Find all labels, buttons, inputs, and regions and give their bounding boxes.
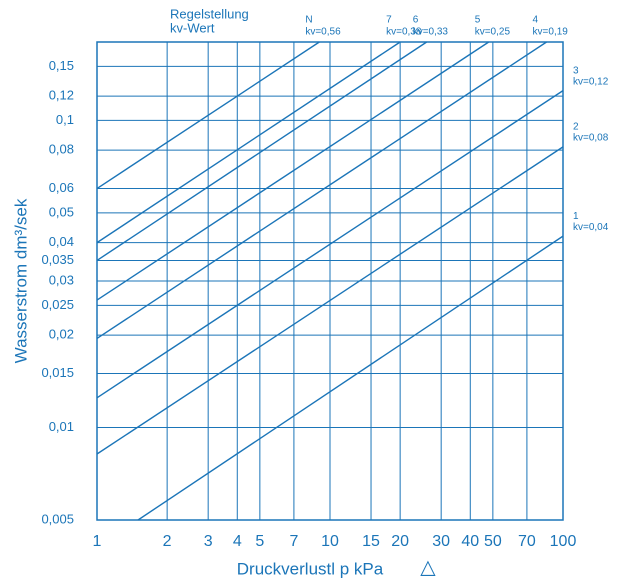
series-line — [96, 41, 401, 244]
series-line — [96, 41, 490, 301]
y-tick-label: 0,02 — [49, 327, 74, 342]
y-tick-label: 0,15 — [49, 58, 74, 73]
series-label: kv=0,12 — [573, 76, 609, 87]
x-tick-label: 20 — [391, 533, 409, 550]
series-line — [96, 41, 320, 190]
series-name: 5 — [475, 15, 481, 26]
x-tick-label: 2 — [163, 533, 172, 550]
series-name: 2 — [573, 122, 579, 133]
y-tick-label: 0,03 — [49, 272, 74, 287]
y-tick-label: 0,025 — [41, 297, 74, 312]
y-tick-label: 0,04 — [49, 234, 74, 249]
x-tick-label: 15 — [362, 533, 380, 550]
y-tick-label: 0,005 — [41, 511, 74, 526]
plot-frame — [96, 41, 564, 521]
x-axis-label: Druckverlustl p kPa — [237, 559, 384, 578]
y-tick-label: 0,12 — [49, 88, 74, 103]
series-label: kv=0,04 — [573, 222, 609, 233]
x-tick-label: 4 — [233, 533, 242, 550]
series-name: N — [305, 15, 312, 26]
series-name: 6 — [413, 15, 419, 26]
x-tick-label: 30 — [432, 533, 450, 550]
series-label: kv=0,08 — [573, 133, 609, 144]
series-name: 4 — [533, 15, 539, 26]
series-line — [96, 41, 428, 262]
x-axis-symbol: △ — [420, 556, 436, 578]
legend-title: kv-Wert — [170, 20, 215, 35]
x-tick-label: 10 — [321, 533, 339, 550]
x-tick-label: 40 — [461, 533, 479, 550]
series-label: kv=0,25 — [475, 27, 511, 38]
series-line — [96, 90, 564, 399]
legend-title: Regelstellung — [170, 6, 249, 21]
y-tick-label: 0,05 — [49, 204, 74, 219]
y-tick-label: 0,06 — [49, 180, 74, 195]
series-label: kv=0,38 — [386, 27, 422, 38]
y-tick-label: 0,01 — [49, 419, 74, 434]
x-tick-label: 7 — [289, 533, 298, 550]
series-name: 3 — [573, 65, 579, 76]
series-label: kv=0,19 — [533, 27, 569, 38]
series-line — [96, 146, 564, 455]
x-tick-label: 70 — [518, 533, 536, 550]
series-name: 1 — [573, 211, 579, 222]
x-tick-label: 5 — [255, 533, 264, 550]
series-label: kv=0,56 — [305, 27, 341, 38]
series-label: kv=0,33 — [413, 27, 449, 38]
y-axis-label: Wasserstrom dm³/sek — [11, 198, 30, 363]
y-tick-label: 0,035 — [41, 252, 74, 267]
y-tick-label: 0,08 — [49, 142, 74, 157]
y-tick-label: 0,015 — [41, 365, 74, 380]
y-tick-label: 0,1 — [56, 112, 74, 127]
series-line — [137, 235, 564, 521]
x-tick-label: 1 — [93, 533, 102, 550]
x-tick-label: 100 — [550, 533, 577, 550]
series-name: 7 — [386, 15, 392, 26]
series-line — [96, 41, 547, 340]
x-tick-label: 50 — [484, 533, 502, 550]
x-tick-label: 3 — [204, 533, 213, 550]
